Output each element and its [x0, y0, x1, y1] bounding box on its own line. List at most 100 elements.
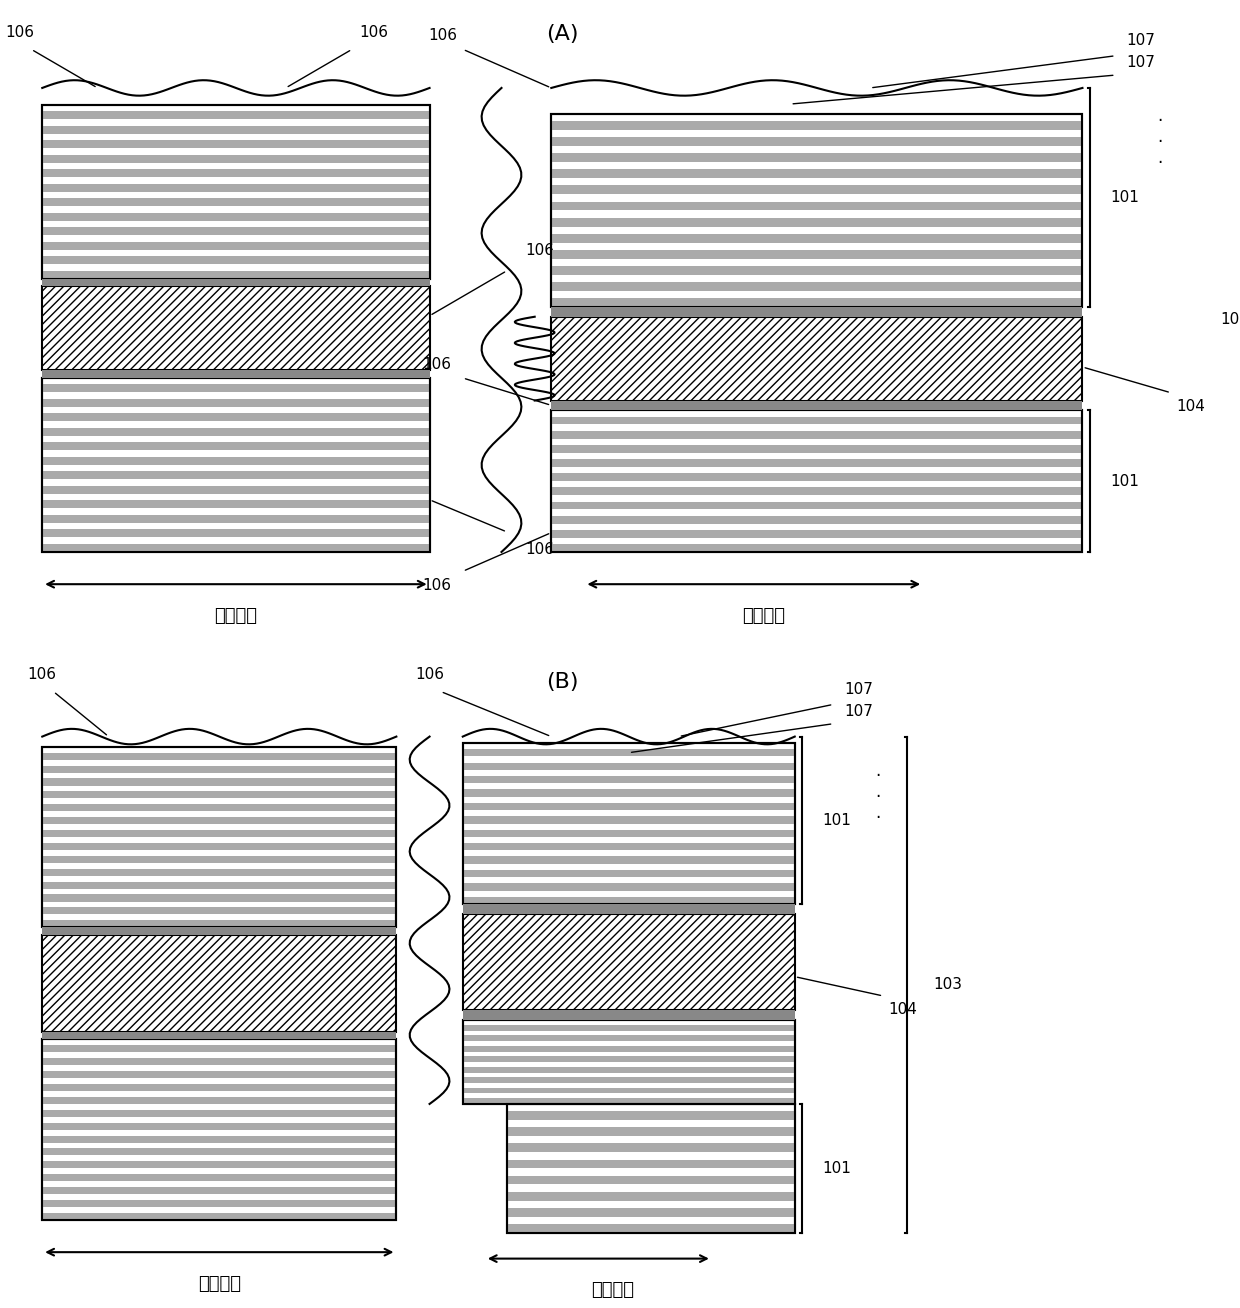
Bar [42, 501, 429, 509]
Bar [42, 471, 429, 480]
Bar [463, 776, 795, 783]
Text: 101: 101 [1110, 473, 1140, 489]
Bar [552, 234, 1083, 242]
Bar [42, 428, 429, 436]
Bar [42, 804, 397, 811]
Bar [42, 1032, 397, 1040]
Bar [463, 883, 795, 891]
Bar [42, 1040, 397, 1220]
Bar [42, 855, 397, 863]
Bar [42, 1040, 397, 1220]
Text: 106: 106 [526, 542, 554, 557]
Bar [42, 765, 397, 773]
Bar [552, 459, 1083, 467]
Text: 107: 107 [844, 681, 873, 697]
Bar [42, 831, 397, 837]
Text: 101: 101 [822, 1162, 852, 1176]
Bar [42, 271, 429, 279]
Bar [42, 140, 429, 148]
Bar [552, 283, 1083, 290]
Bar [552, 544, 1083, 552]
Bar [42, 456, 429, 464]
Text: 磁路方向: 磁路方向 [743, 607, 785, 625]
Bar [507, 1104, 795, 1233]
Bar [463, 904, 795, 914]
Bar [552, 307, 1083, 317]
Bar [463, 914, 795, 1011]
Text: 107: 107 [1127, 55, 1156, 69]
Bar [552, 217, 1083, 226]
Text: (A): (A) [546, 24, 579, 43]
Text: 106: 106 [27, 667, 57, 681]
Bar [463, 1099, 795, 1104]
Bar [42, 1045, 397, 1053]
Bar [507, 1112, 795, 1120]
Bar [507, 1159, 795, 1168]
Text: 磁路方向: 磁路方向 [590, 1281, 634, 1299]
Bar [463, 870, 795, 878]
Bar [552, 416, 1083, 424]
Bar [42, 544, 429, 552]
Bar [463, 1036, 795, 1041]
Text: .
.
.: . . . [1157, 107, 1163, 167]
Bar [42, 1188, 397, 1194]
Text: 106: 106 [423, 578, 451, 593]
Bar [42, 1162, 397, 1168]
Bar [507, 1143, 795, 1152]
Bar [42, 378, 429, 552]
Bar [42, 169, 429, 177]
Text: .
.
.: . . . [875, 763, 880, 821]
Bar [552, 530, 1083, 538]
Bar [552, 186, 1083, 195]
Text: 宽度方向: 宽度方向 [215, 607, 258, 625]
Bar [552, 317, 1083, 400]
Bar [463, 803, 795, 810]
Bar [463, 1046, 795, 1052]
Bar [463, 743, 795, 904]
Bar [42, 279, 429, 286]
Bar [42, 370, 429, 378]
Bar [552, 266, 1083, 275]
Bar [42, 126, 429, 133]
Bar [552, 137, 1083, 146]
Bar [42, 1097, 397, 1104]
Bar [42, 228, 429, 235]
Bar [463, 1088, 795, 1093]
Bar [42, 442, 429, 450]
Bar [42, 105, 429, 279]
Bar [42, 111, 429, 119]
Bar [42, 921, 397, 927]
Bar [552, 400, 1083, 411]
Bar [42, 1213, 397, 1220]
Bar [552, 114, 1083, 307]
Bar [552, 515, 1083, 523]
Bar [507, 1224, 795, 1233]
Text: 106: 106 [6, 25, 35, 39]
Bar [552, 430, 1083, 438]
Bar [552, 445, 1083, 453]
Bar [463, 897, 795, 904]
Bar [42, 747, 397, 927]
Bar [552, 120, 1083, 129]
Bar [507, 1104, 795, 1233]
Bar [42, 1122, 397, 1130]
Bar [463, 743, 795, 904]
Bar [42, 1058, 397, 1065]
Bar [42, 399, 429, 407]
Bar [463, 1057, 795, 1062]
Text: 107: 107 [844, 704, 873, 718]
Bar [507, 1176, 795, 1185]
Bar [463, 857, 795, 863]
Bar [42, 154, 429, 162]
Bar [42, 882, 397, 888]
Bar [42, 747, 397, 927]
Bar [463, 1020, 795, 1104]
Text: 106: 106 [526, 243, 554, 258]
Bar [463, 749, 795, 756]
Bar [463, 829, 795, 837]
Bar [463, 1020, 795, 1104]
Bar [42, 1109, 397, 1117]
Bar [463, 816, 795, 824]
Bar [42, 869, 397, 876]
Bar [552, 488, 1083, 496]
